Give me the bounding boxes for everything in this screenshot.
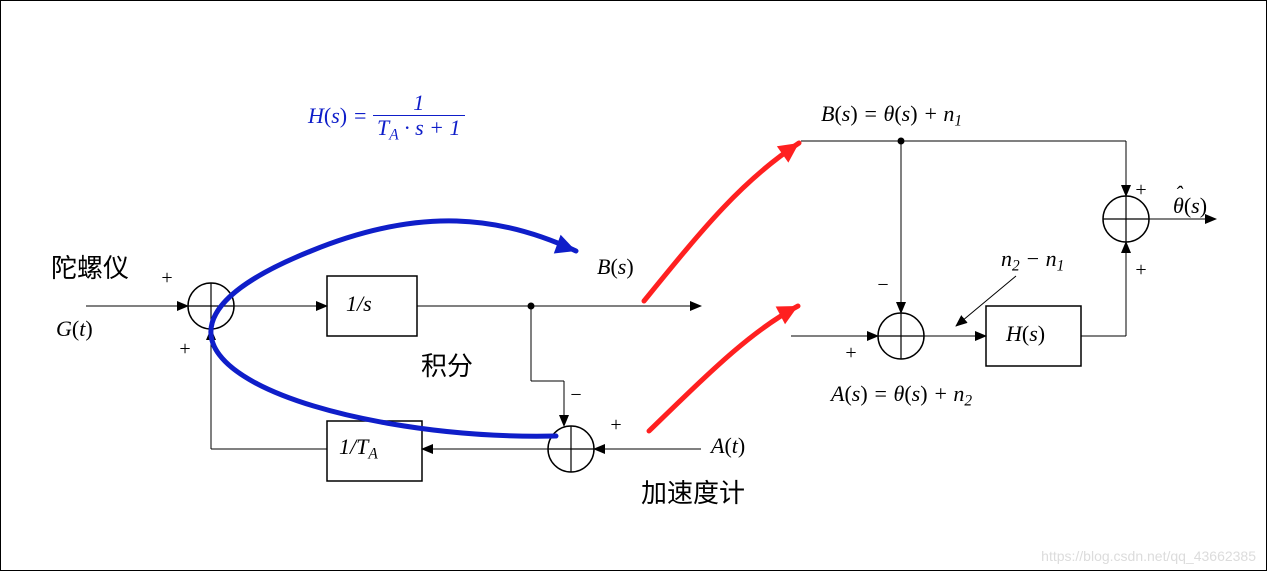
label-A-t: A(t) — [711, 433, 745, 459]
svg-text:+: + — [179, 338, 190, 360]
label-B-top: B(s) = θ(s) + n1 — [821, 101, 962, 131]
label-n2n1: n2 − n1 — [1001, 246, 1064, 276]
svg-text:+: + — [610, 414, 621, 436]
block-diagram-canvas: ++−+−+++ 陀螺仪 G(t) 1/s 积分 1/TA B(s) A(t) … — [0, 0, 1267, 571]
label-Bs-left: B(s) — [597, 254, 634, 280]
svg-text:−: − — [570, 384, 581, 406]
label-A-bottom: A(s) = θ(s) + n2 — [831, 381, 972, 411]
label-theta-hat: ˆθ(s) — [1173, 193, 1207, 219]
svg-text:−: − — [877, 274, 888, 296]
svg-text:+: + — [161, 267, 172, 289]
label-int-box: 1/s — [346, 291, 372, 317]
label-accel: 加速度计 — [641, 473, 745, 510]
svg-text:+: + — [1135, 179, 1146, 201]
label-formula: H(s) = 1TA · s + 1 — [308, 91, 465, 145]
watermark: https://blog.csdn.net/qq_43662385 — [1041, 548, 1256, 564]
label-H-box: H(s) — [1006, 321, 1045, 347]
label-gyro: 陀螺仪 — [51, 248, 129, 285]
diagram-svg: + + − + − + + + — [1, 1, 1267, 572]
svg-text:+: + — [845, 342, 856, 364]
label-G-t: G(t) — [56, 316, 93, 342]
label-ta-box: 1/TA — [339, 434, 378, 464]
label-integral: 积分 — [421, 346, 473, 383]
svg-text:+: + — [1135, 259, 1146, 281]
